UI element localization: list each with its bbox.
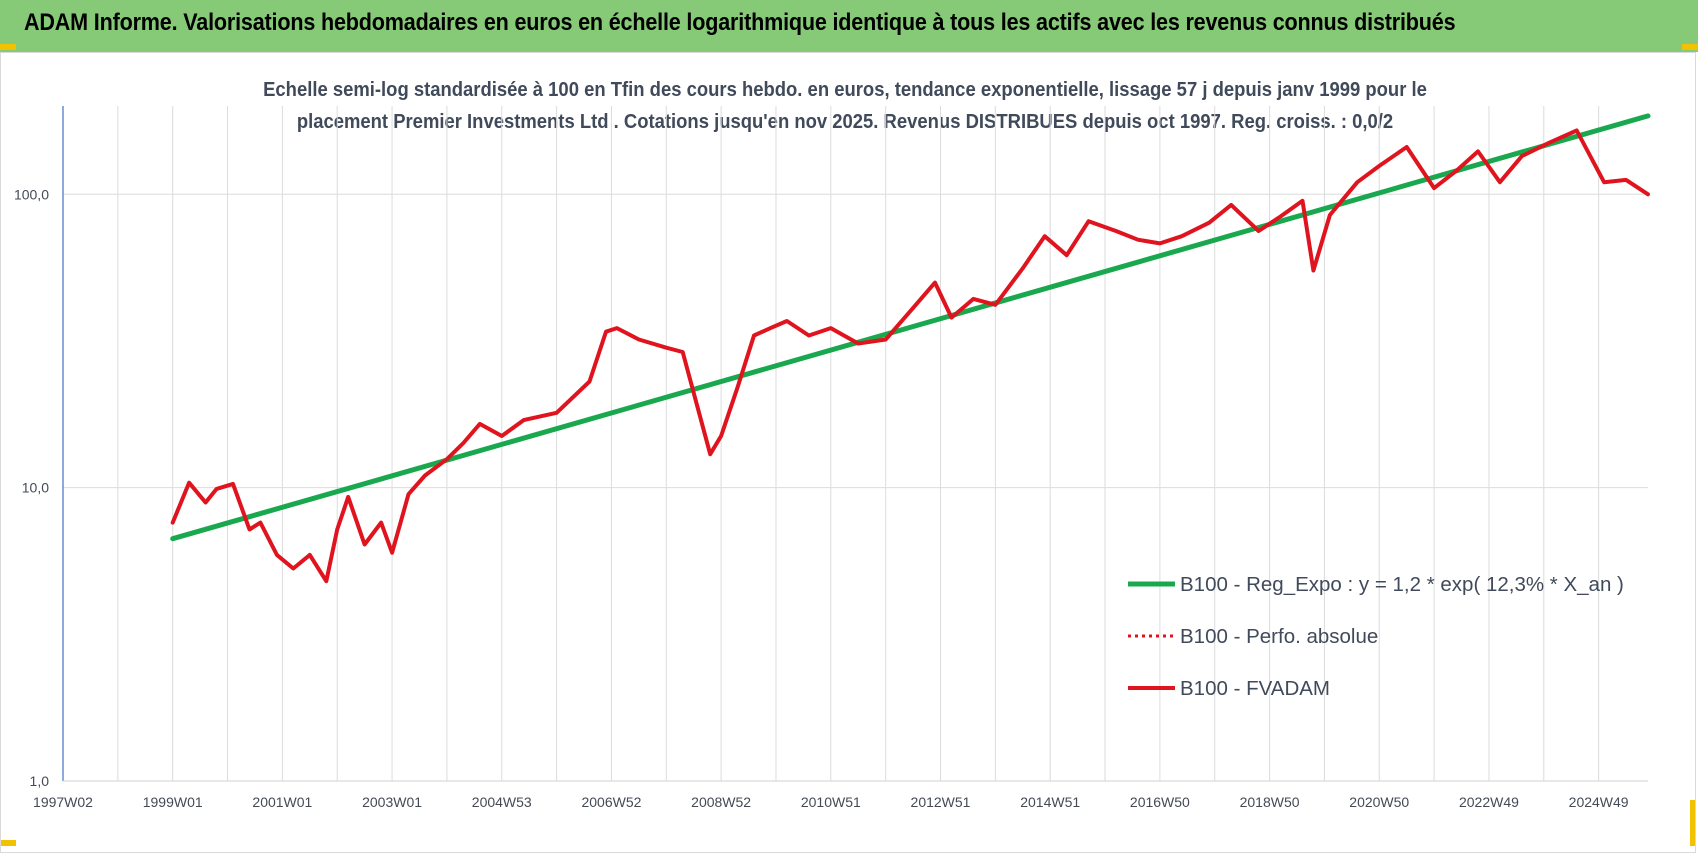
corner-marker-bottom-left bbox=[0, 840, 16, 846]
page-title: ADAM Informe. Valorisations hebdomadaire… bbox=[24, 9, 1456, 36]
series-layer bbox=[170, 113, 1651, 584]
x-tick-label: 2016W50 bbox=[1130, 794, 1190, 810]
legend: B100 - Reg_Expo : y = 1,2 * exp( 12,3% *… bbox=[1128, 573, 1624, 700]
x-tick-labels: 1997W02 1999W01 2001W01 2003W01 2004W53 2006W… bbox=[33, 794, 1629, 810]
chart-subtitle: Echelle semi-log standardisée à 100 en T… bbox=[229, 74, 1462, 138]
x-tick-label: 2012W51 bbox=[911, 794, 971, 810]
x-tick-label: 2022W49 bbox=[1459, 794, 1519, 810]
x-tick-label: 2010W51 bbox=[801, 794, 861, 810]
y-tick-labels: 1,0 10,0 100,0 bbox=[14, 186, 49, 789]
corner-marker-top-left bbox=[0, 44, 16, 50]
chart-frame bbox=[0, 52, 1696, 853]
x-tick-label: 2006W52 bbox=[581, 794, 641, 810]
y-tick-label: 10,0 bbox=[22, 480, 49, 496]
series-line-reg-expo bbox=[170, 113, 1651, 542]
x-tick-label: 2004W53 bbox=[472, 794, 532, 810]
y-tick-label: 1,0 bbox=[30, 773, 50, 789]
chart-subtitle-line-1: Echelle semi-log standardisée à 100 en T… bbox=[263, 78, 1427, 101]
x-tick-label: 2008W52 bbox=[691, 794, 751, 810]
x-tick-label: 2014W51 bbox=[1020, 794, 1080, 810]
x-tick-label: 2001W01 bbox=[252, 794, 312, 810]
x-tick-label: 2020W50 bbox=[1349, 794, 1409, 810]
legend-label: B100 - Perfo. absolue bbox=[1180, 625, 1378, 648]
chart-subtitle-line-2: placement Premier Investments Ltd . Cota… bbox=[296, 110, 1394, 133]
y-tick-label: 100,0 bbox=[14, 186, 49, 202]
gridlines bbox=[62, 106, 1648, 782]
x-tick-label: 2003W01 bbox=[362, 794, 422, 810]
legend-label: B100 - FVADAM bbox=[1180, 677, 1330, 700]
series-line-fvadam bbox=[170, 128, 1650, 584]
x-tick-label: 2018W50 bbox=[1240, 794, 1300, 810]
header-bar: ADAM Informe. Valorisations hebdomadaire… bbox=[0, 0, 1698, 52]
x-tick-label: 1997W02 bbox=[33, 794, 93, 810]
x-tick-label: 1999W01 bbox=[143, 794, 203, 810]
x-tick-label: 2024W49 bbox=[1569, 794, 1629, 810]
corner-marker-bottom-right bbox=[1690, 800, 1696, 846]
corner-marker-top-right bbox=[1682, 44, 1698, 50]
legend-label: B100 - Reg_Expo : y = 1,2 * exp( 12,3% *… bbox=[1180, 573, 1624, 596]
